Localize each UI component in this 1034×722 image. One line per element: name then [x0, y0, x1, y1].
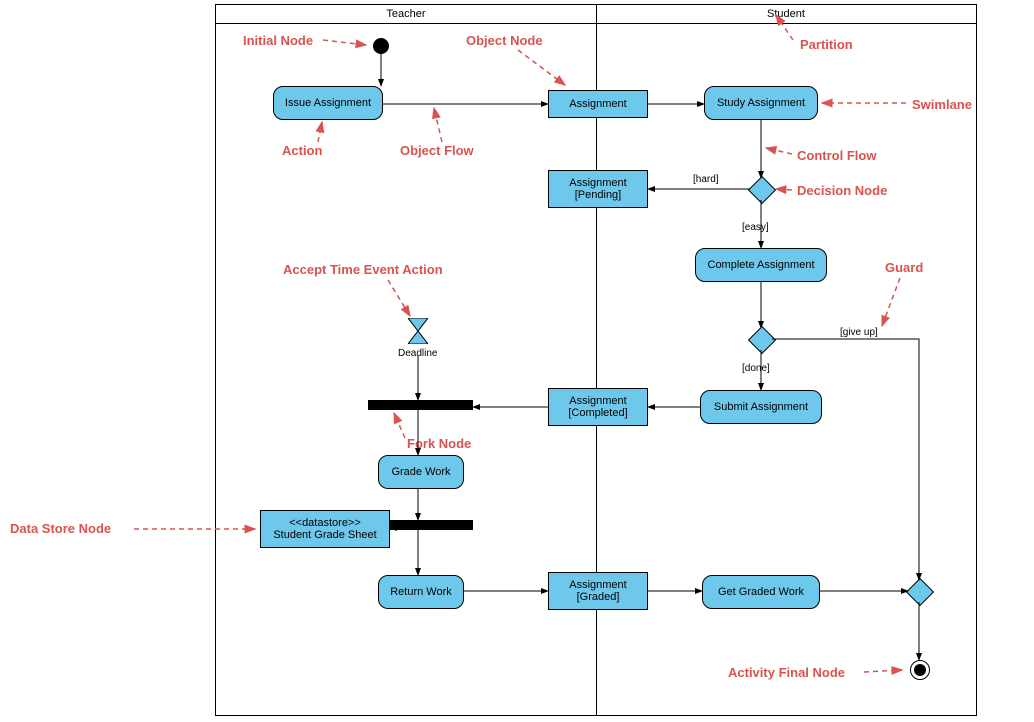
object-label: Assignment [569, 579, 626, 591]
action-submit-assignment: Submit Assignment [700, 390, 822, 424]
annot-initial-node: Initial Node [243, 33, 313, 48]
guard-giveup: [give up] [840, 327, 878, 338]
object-state: [Graded] [577, 591, 620, 603]
annot-decision-node: Decision Node [797, 183, 887, 198]
object-state: [Completed] [568, 407, 627, 419]
time-event-icon [408, 318, 428, 344]
datastore-stereotype: <<datastore>> [289, 517, 361, 529]
action-complete-assignment: Complete Assignment [695, 248, 827, 282]
fork-node-1 [368, 400, 473, 410]
partition-header-student: Student [596, 5, 976, 24]
annot-final-node: Activity Final Node [728, 665, 845, 680]
object-assignment-graded: Assignment [Graded] [548, 572, 648, 610]
object-assignment-completed: Assignment [Completed] [548, 388, 648, 426]
action-study-assignment: Study Assignment [704, 86, 818, 120]
object-label: Assignment [569, 395, 626, 407]
annot-guard: Guard [885, 260, 923, 275]
guard-easy: [easy] [742, 222, 769, 233]
annot-partition: Partition [800, 37, 853, 52]
action-grade-work: Grade Work [378, 455, 464, 489]
object-state: [Pending] [575, 189, 621, 201]
annot-action: Action [282, 143, 322, 158]
initial-node [373, 38, 389, 54]
annot-object-flow: Object Flow [400, 143, 474, 158]
datastore-node: <<datastore>> Student Grade Sheet [260, 510, 390, 548]
annot-object-node: Object Node [466, 33, 543, 48]
action-get-graded-work: Get Graded Work [702, 575, 820, 609]
action-issue-assignment: Issue Assignment [273, 86, 383, 120]
object-label: Assignment [569, 177, 626, 189]
object-assignment: Assignment [548, 90, 648, 118]
annot-datastore: Data Store Node [10, 521, 111, 536]
annot-fork-node: Fork Node [407, 436, 471, 451]
object-label: Assignment [569, 98, 626, 110]
guard-hard: [hard] [693, 174, 719, 185]
action-return-work: Return Work [378, 575, 464, 609]
datastore-label: Student Grade Sheet [273, 529, 376, 541]
object-assignment-pending: Assignment [Pending] [548, 170, 648, 208]
final-node [910, 660, 930, 680]
guard-done: [done] [742, 363, 770, 374]
annot-control-flow: Control Flow [797, 148, 876, 163]
annot-time-event: Accept Time Event Action [283, 262, 443, 277]
annot-swimlane: Swimlane [912, 97, 972, 112]
time-label: Deadline [398, 348, 437, 359]
final-node-inner [914, 664, 926, 676]
partition-header-teacher: Teacher [216, 5, 596, 24]
